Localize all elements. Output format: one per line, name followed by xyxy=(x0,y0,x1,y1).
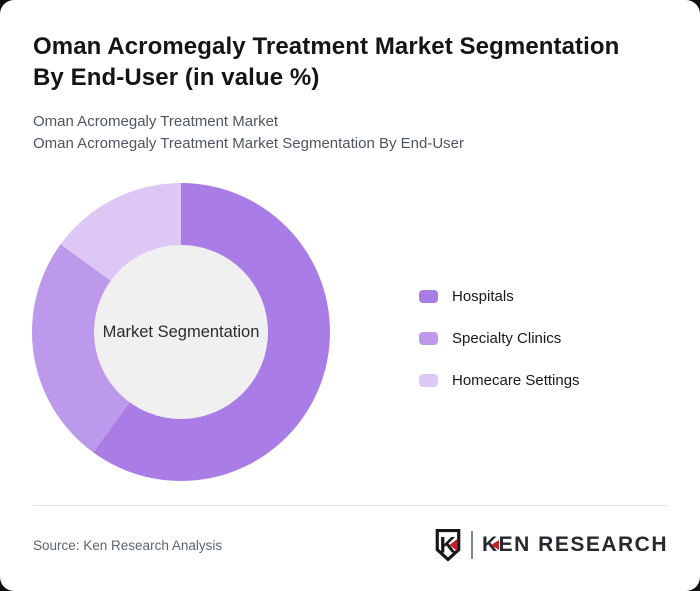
legend-swatch-homecare-settings xyxy=(419,374,438,387)
source-text: Source: Ken Research Analysis xyxy=(33,538,223,553)
legend-row-specialty-clinics: Specialty Clinics xyxy=(419,330,580,347)
svg-text:K: K xyxy=(440,532,456,557)
legend-row-homecare-settings: Homecare Settings xyxy=(419,372,580,389)
donut-center-label: Market Segmentation xyxy=(102,322,260,341)
wordmark-red-triangle xyxy=(490,540,499,550)
legend-label-hospitals: Hospitals xyxy=(452,288,514,305)
legend-row-hospitals: Hospitals xyxy=(419,288,580,305)
donut-chart: Market Segmentation xyxy=(32,183,330,481)
chart-legend: Hospitals Specialty Clinics Homecare Set… xyxy=(419,288,580,389)
legend-label-homecare-settings: Homecare Settings xyxy=(452,372,580,389)
ken-research-logo: K K EN RESEARCH xyxy=(434,528,668,562)
logo-wordmark: K EN RESEARCH xyxy=(481,533,668,556)
chart-subtitle: Oman Acromegaly Treatment Market Oman Ac… xyxy=(33,111,464,154)
ken-research-shield-icon: K xyxy=(435,528,461,562)
donut-hole: Market Segmentation xyxy=(94,245,268,419)
chart-subtitle-line-1: Oman Acromegaly Treatment Market xyxy=(33,113,279,130)
legend-label-specialty-clinics: Specialty Clinics xyxy=(452,330,562,347)
footer-divider xyxy=(33,505,667,506)
shield-red-triangle xyxy=(449,538,458,552)
page-title-line-2: By End-User (in value %) xyxy=(33,64,320,91)
logo-separator xyxy=(470,531,473,559)
chart-subtitle-line-2: Oman Acromegaly Treatment Market Segment… xyxy=(33,134,465,152)
page-title: Oman Acromegaly Treatment Market Segment… xyxy=(33,31,619,93)
page-title-line-1: Oman Acromegaly Treatment Market Segment… xyxy=(33,33,620,60)
legend-swatch-specialty-clinics xyxy=(419,332,438,345)
legend-swatch-hospitals xyxy=(419,290,438,303)
